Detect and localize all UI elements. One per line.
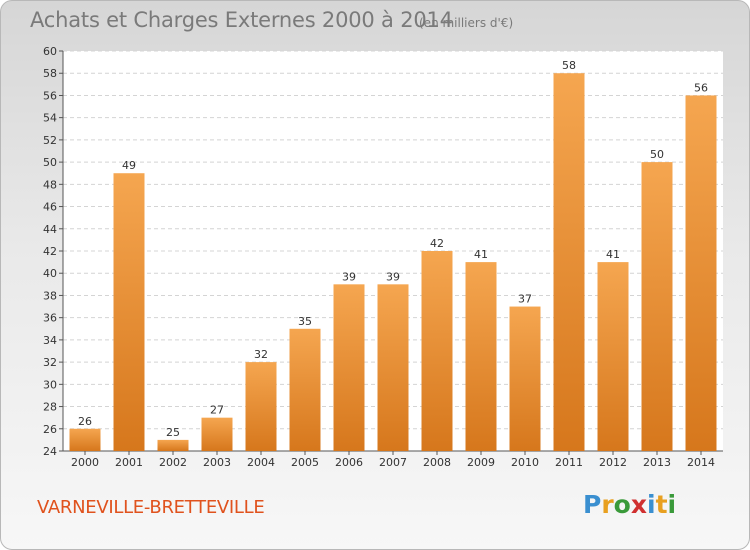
logo-letter: t — [655, 490, 668, 519]
proxiti-logo[interactable]: Proxiti — [583, 490, 676, 519]
y-tick-label: 54 — [43, 112, 57, 125]
value-label-2013: 50 — [650, 148, 664, 161]
value-label-2011: 58 — [562, 59, 576, 72]
value-label-2005: 35 — [298, 315, 312, 328]
x-tick-label-2012: 2012 — [599, 456, 627, 469]
x-tick-label-2007: 2007 — [379, 456, 407, 469]
x-tick-label-2002: 2002 — [159, 456, 187, 469]
x-tick-label-2004: 2004 — [247, 456, 275, 469]
y-tick-label: 58 — [43, 67, 57, 80]
x-tick-label-2011: 2011 — [555, 456, 583, 469]
bar-2002[interactable] — [157, 439, 189, 451]
bar-2007[interactable] — [377, 284, 409, 451]
bar-2011[interactable] — [553, 73, 585, 451]
logo-letter: r — [601, 490, 614, 519]
y-tick-label: 24 — [43, 445, 57, 458]
y-tick-label: 44 — [43, 223, 57, 236]
value-label-2008: 42 — [430, 237, 444, 250]
x-tick-label-2009: 2009 — [467, 456, 495, 469]
x-tick-label-2001: 2001 — [115, 456, 143, 469]
y-tick-label: 26 — [43, 423, 57, 436]
y-tick-label: 34 — [43, 334, 57, 347]
logo-letter: o — [613, 490, 631, 519]
value-label-2009: 41 — [474, 248, 488, 261]
y-tick-label: 42 — [43, 245, 57, 258]
value-label-2001: 49 — [122, 159, 136, 172]
y-tick-label: 48 — [43, 178, 57, 191]
y-tick-label: 28 — [43, 401, 57, 414]
bar-2000[interactable] — [69, 428, 101, 451]
x-tick-label-2008: 2008 — [423, 456, 451, 469]
y-tick-label: 32 — [43, 356, 57, 369]
x-tick-label-2013: 2013 — [643, 456, 671, 469]
y-tick-label: 36 — [43, 312, 57, 325]
logo-letter: x — [630, 490, 647, 519]
value-label-2003: 27 — [210, 404, 224, 417]
plot-area: 24 26 28 30 32 34 36 38 40 42 44 46 48 50 52 54 56 58 60 26… — [43, 45, 723, 469]
chart-subtitle: (en milliers d'€) — [419, 16, 514, 30]
y-tick-label: 60 — [43, 45, 57, 58]
y-tick-label: 56 — [43, 89, 57, 102]
logo-letter: i — [667, 490, 677, 519]
bar-2003[interactable] — [201, 417, 233, 451]
x-tick-label-2003: 2003 — [203, 456, 231, 469]
x-tick-label-2006: 2006 — [335, 456, 363, 469]
value-label-2012: 41 — [606, 248, 620, 261]
x-tick-label-2010: 2010 — [511, 456, 539, 469]
value-label-2007: 39 — [386, 270, 400, 283]
bar-2005[interactable] — [289, 328, 321, 451]
value-label-2002: 25 — [166, 426, 180, 439]
value-label-2010: 37 — [518, 293, 532, 306]
bar-2008[interactable] — [421, 251, 453, 451]
bar-2014[interactable] — [685, 95, 717, 451]
value-label-2006: 39 — [342, 270, 356, 283]
bar-2006[interactable] — [333, 284, 365, 451]
x-tick-label-2000: 2000 — [71, 456, 99, 469]
bar-2004[interactable] — [245, 362, 277, 451]
x-tick-label-2014: 2014 — [687, 456, 715, 469]
x-tick-label-2005: 2005 — [291, 456, 319, 469]
commune-name: VARNEVILLE-BRETTEVILLE — [37, 497, 265, 518]
bar-2013[interactable] — [641, 162, 673, 451]
y-tick-label: 52 — [43, 134, 57, 147]
value-label-2004: 32 — [254, 348, 268, 361]
bar-2012[interactable] — [597, 262, 629, 451]
y-tick-label: 40 — [43, 267, 57, 280]
bar-2010[interactable] — [509, 306, 541, 451]
logo-letter: P — [583, 490, 602, 519]
bar-2001[interactable] — [113, 173, 145, 451]
y-tick-label: 50 — [43, 156, 57, 169]
y-tick-label: 46 — [43, 201, 57, 214]
value-label-2014: 56 — [694, 81, 708, 94]
y-tick-label: 30 — [43, 378, 57, 391]
logo-letter: i — [647, 490, 656, 519]
y-tick-label: 38 — [43, 289, 57, 302]
bar-2009[interactable] — [465, 262, 497, 451]
value-label-2000: 26 — [78, 415, 92, 428]
chart-title: Achats et Charges Externes 2000 à 2014 — [30, 8, 453, 32]
